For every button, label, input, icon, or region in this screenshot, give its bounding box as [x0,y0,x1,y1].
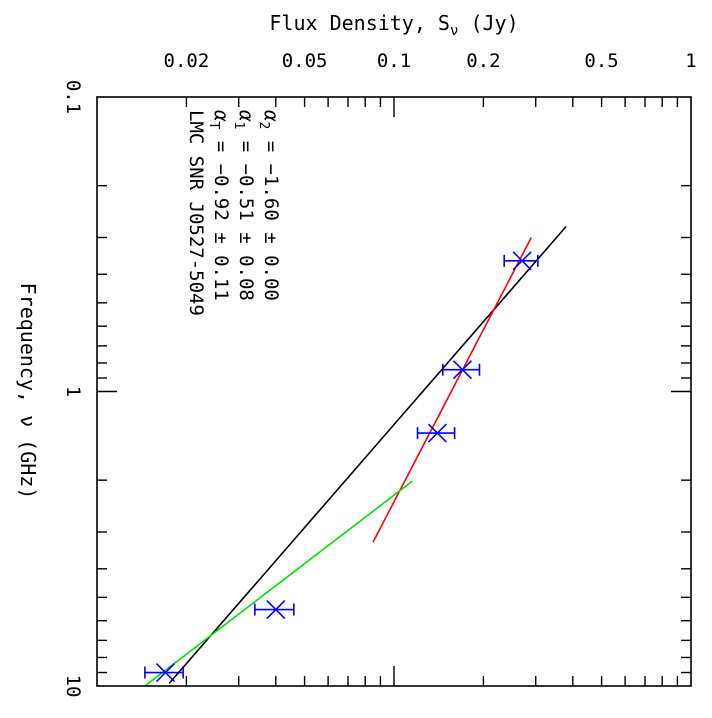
x-axis-title: Frequency, ν (GHz) [16,283,40,500]
fit-line [144,480,413,687]
data-point [416,423,456,443]
tick-marks [97,97,691,686]
tick-labels: 0.1 1 10 0.02 0.05 0.1 0.2 0.5 1 [62,50,697,697]
point-marker [427,423,447,443]
point-marker [452,360,473,380]
flux-tick-label: 1 [685,50,696,72]
point-marker [512,251,532,271]
data-point [503,251,539,271]
fit-line [168,225,567,684]
flux-tick-label: 0.02 [164,50,210,72]
data-point [254,599,295,620]
flux-tick-label: 0.05 [282,50,328,72]
frequency-tick-label: 1 [62,386,84,397]
flux-tick-label: 0.1 [377,50,411,72]
data-point [442,360,481,380]
point-marker [266,599,286,620]
frequency-tick-label: 10 [62,675,84,698]
flux-tick-label: 0.2 [466,50,500,72]
plot-frame [96,96,692,687]
frequency-tick-label: 0.1 [62,80,84,114]
legend-entry: α2 = −1.60 ± 0.00 [256,110,282,301]
y-axis-title: Flux Density, Sν (Jy) [269,11,518,39]
point-marker [155,662,176,683]
data-point [144,662,184,683]
legend-entry: αT = −0.92 ± 0.11 [206,110,232,301]
fit-lines [144,225,567,687]
flux-tick-label: 0.5 [584,50,618,72]
legend-entry: α1 = −0.51 ± 0.08 [231,110,257,301]
data-points [144,251,539,683]
legend-entry: LMC SNR J0527-5049 [185,110,207,316]
